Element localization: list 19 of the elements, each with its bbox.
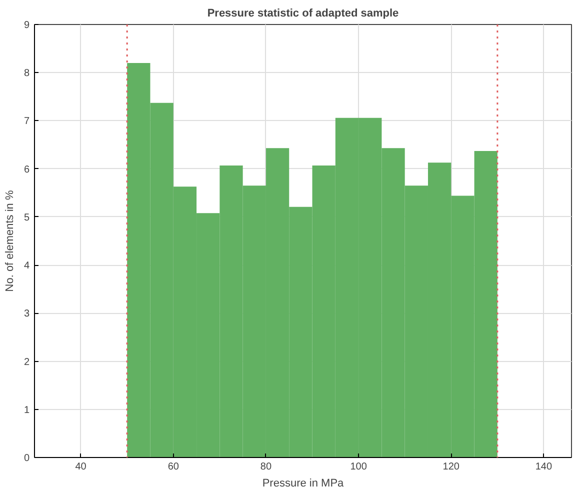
x-tick-label: 60 bbox=[168, 462, 180, 472]
y-tick-label: 1 bbox=[24, 404, 30, 416]
x-tick-label: 140 bbox=[535, 462, 553, 472]
y-axis-title: No. of elements in % bbox=[4, 190, 16, 292]
y-tick-label: 8 bbox=[24, 68, 30, 80]
y-tick-label: 7 bbox=[24, 116, 30, 128]
x-tick-label: 100 bbox=[350, 462, 368, 472]
chart-title: Pressure statistic of adapted sample bbox=[207, 8, 399, 20]
x-tick-label: 80 bbox=[260, 462, 272, 472]
y-tick-label: 9 bbox=[24, 20, 30, 31]
y-tick-label: 4 bbox=[24, 260, 30, 272]
y-tick-label: 0 bbox=[24, 453, 30, 464]
y-tick-label: 6 bbox=[24, 164, 30, 176]
x-tick-label: 40 bbox=[75, 462, 87, 472]
x-tick-label: 120 bbox=[442, 462, 460, 472]
y-tick-label: 3 bbox=[24, 308, 30, 320]
x-axis-title: Pressure in MPa bbox=[262, 478, 345, 490]
y-tick-label: 2 bbox=[24, 356, 30, 368]
y-tick-label: 5 bbox=[24, 212, 30, 224]
